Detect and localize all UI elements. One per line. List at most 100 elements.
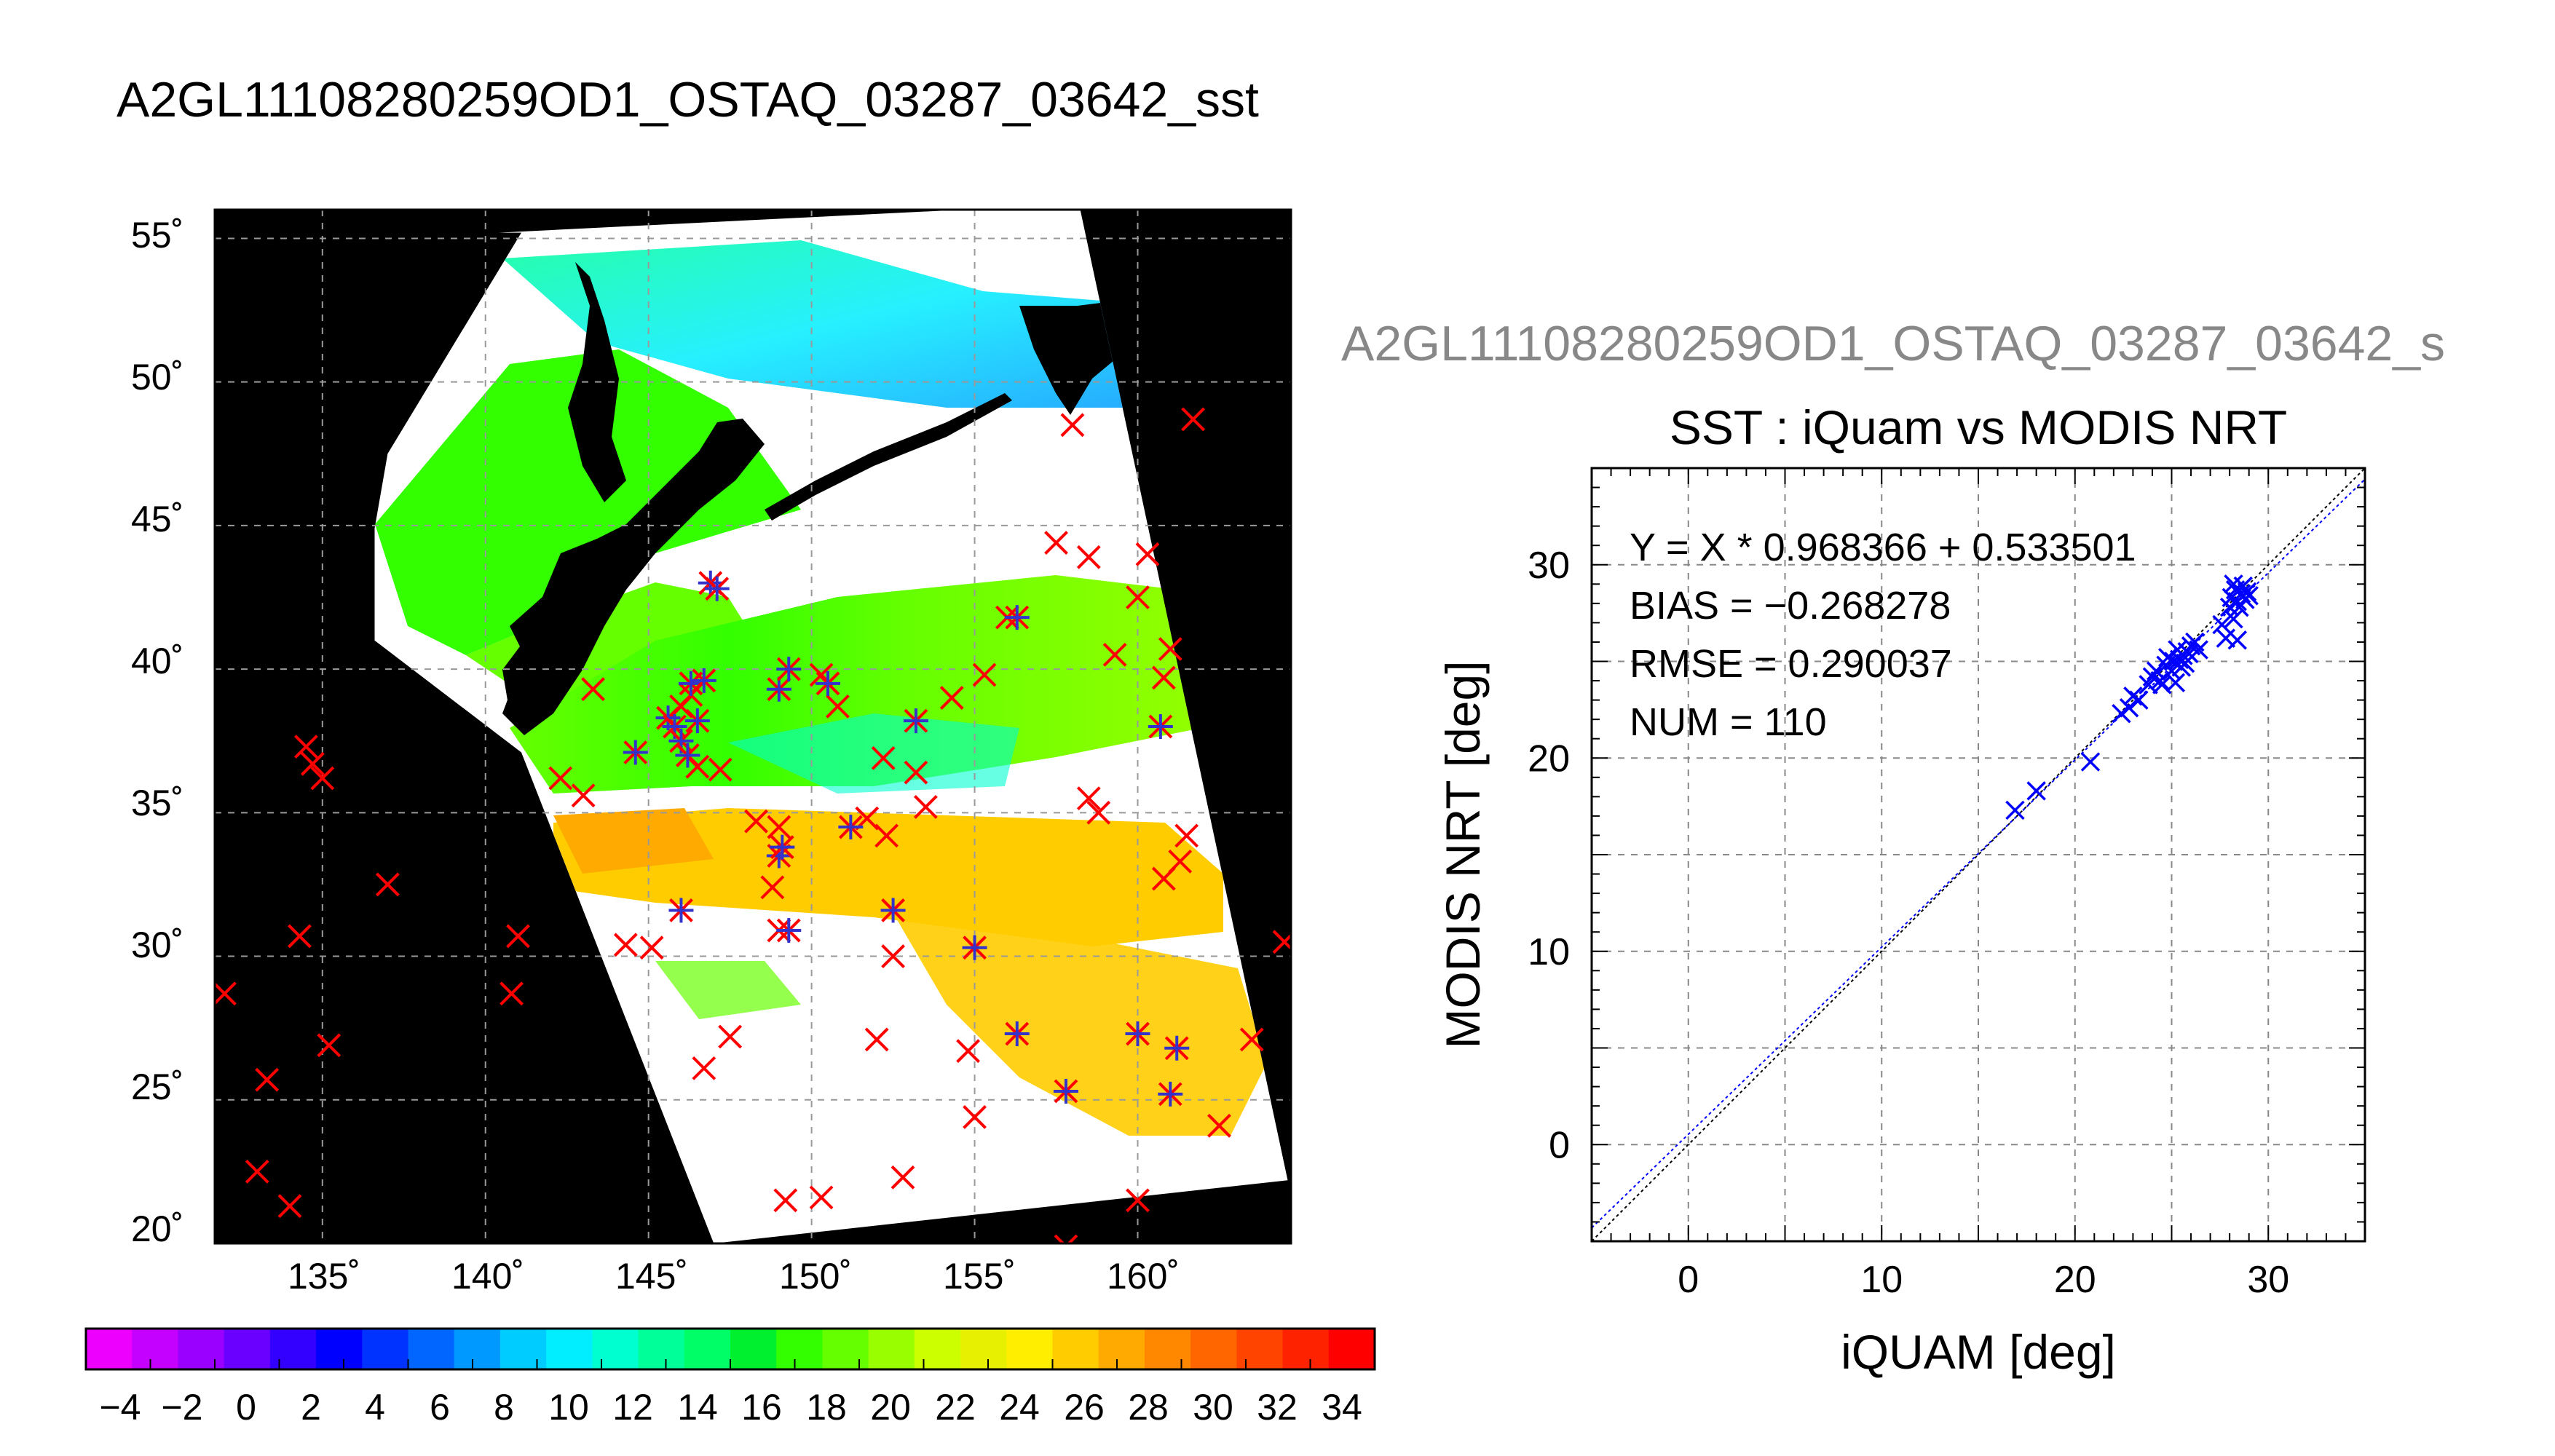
marker-stroke	[1174, 823, 1199, 848]
iquam-point-marker	[1076, 545, 1101, 569]
colorbar-tick-label: 20	[870, 1387, 911, 1428]
matchup-point-marker	[1004, 1021, 1030, 1047]
matchup-point-marker	[691, 668, 716, 693]
iquam-point-marker	[692, 1056, 716, 1080]
scatter-point	[2150, 670, 2170, 691]
colorbar-swatch	[362, 1329, 409, 1369]
marker-stroke	[506, 924, 530, 949]
lon-axis-labels: 135˚ 140˚ 145˚ 150˚ 155˚ 160˚	[288, 1256, 1180, 1297]
marker-stroke	[1126, 585, 1150, 609]
marker-stroke	[255, 1067, 280, 1092]
colorbar-tick-label: 18	[806, 1387, 847, 1428]
scatter-point	[2239, 585, 2259, 606]
matchup-point-marker	[776, 657, 802, 682]
marker-stroke	[767, 815, 791, 839]
rmse-value: RMSE = 0.290037	[1630, 642, 1952, 686]
colorbar-tick-label: 8	[494, 1387, 514, 1428]
regression-equation: Y = X * 0.968366 + 0.533501	[1630, 526, 2136, 569]
colorbar-tick-label: 14	[677, 1387, 718, 1428]
sst-colorbar: −4 −2 0 2 4 6 8 10 12 14 16 18 20 22 24 …	[84, 1327, 1376, 1428]
iquam-point-marker	[1272, 930, 1291, 954]
lon-label: 140˚	[451, 1256, 524, 1297]
marker-stroke	[2239, 585, 2259, 606]
scatter-point	[2237, 582, 2257, 602]
marker-stroke	[904, 760, 928, 785]
colorbar-swatch	[684, 1329, 731, 1369]
colorbar-swatch	[960, 1329, 1007, 1369]
scatter-point	[2212, 614, 2232, 635]
marker-stroke	[2227, 630, 2248, 650]
scatter-point	[2026, 781, 2046, 801]
marker-stroke	[2165, 673, 2186, 692]
marker-stroke	[826, 694, 850, 719]
marker-stroke	[1126, 1188, 1150, 1213]
sst-mid-band	[510, 575, 1238, 794]
marker-stroke	[2005, 800, 2025, 820]
matchup-point-marker	[962, 935, 987, 960]
marker-stroke	[1239, 1027, 1264, 1052]
marker-stroke	[773, 1188, 798, 1213]
marker-stroke	[692, 1056, 716, 1080]
iquam-point-marker	[1054, 1234, 1078, 1243]
matchup-point-marker	[816, 670, 841, 696]
colorbar-ticks	[85, 1359, 1375, 1369]
scatter-point	[2179, 644, 2199, 664]
scatter-plot-title: SST : iQuam vs MODIS NRT	[1670, 400, 2287, 454]
iquam-point-marker	[293, 735, 318, 759]
colorbar-swatch	[1052, 1329, 1099, 1369]
lat-label: 30˚	[131, 925, 183, 965]
marker-stroke	[1151, 665, 1176, 690]
colorbar-swatch	[1282, 1329, 1330, 1369]
iquam-point-marker	[1086, 800, 1111, 825]
marker-stroke	[571, 783, 596, 808]
marker-stroke	[2080, 752, 2101, 772]
iquam-point-marker	[956, 1039, 981, 1064]
scatter-point	[2231, 584, 2251, 604]
marker-stroke	[881, 944, 906, 968]
marker-stroke	[499, 981, 524, 1006]
colorbar-swatch	[499, 1329, 547, 1369]
iquam-point-marker	[1151, 665, 1176, 690]
marker-stroke	[2216, 628, 2236, 648]
scatter-point	[2216, 628, 2236, 648]
sst-map: 55˚ 50˚ 45˚ 40˚ 35˚ 30˚ 25˚ 20˚ 135˚ 140…	[131, 208, 1292, 1297]
iquam-point-marker	[744, 809, 768, 834]
colorbar-tick-label: 4	[365, 1387, 385, 1428]
marker-stroke	[300, 751, 325, 776]
iquam-point-marker	[613, 933, 638, 957]
marker-stroke	[581, 677, 605, 702]
marker-stroke	[1076, 786, 1101, 811]
sst-south-green-strip	[655, 961, 801, 1019]
marker-stroke	[718, 1024, 743, 1049]
iquam-point-marker	[277, 1194, 302, 1219]
matchup-point-marker	[770, 834, 795, 860]
marker-stroke	[2231, 584, 2251, 604]
colorbar-swatch	[1236, 1329, 1284, 1369]
marker-stroke	[2189, 640, 2208, 660]
marker-stroke	[864, 1027, 889, 1052]
matchup-point-marker	[684, 708, 710, 734]
marker-stroke	[317, 1033, 341, 1058]
land-honshu-hokkaido	[502, 419, 765, 735]
sst-west-green-region	[375, 349, 801, 655]
marker-stroke	[1044, 531, 1068, 555]
iquam-point-marker	[1126, 1188, 1150, 1213]
iquam-point-marker	[1207, 1113, 1231, 1138]
colorbar-tick-label: 22	[935, 1387, 976, 1428]
marker-stroke	[288, 924, 312, 949]
iquam-point-marker	[310, 766, 335, 791]
colorbar-tick-label: 24	[999, 1387, 1040, 1428]
colorbar-swatch	[408, 1329, 455, 1369]
colorbar-swatch	[224, 1329, 271, 1369]
marker-stroke	[760, 875, 785, 900]
marker-stroke	[891, 1165, 915, 1190]
marker-stroke	[2163, 652, 2184, 671]
matchup-point-marker	[1158, 1081, 1183, 1107]
marker-stroke	[939, 686, 964, 710]
iquam-point-marker	[1102, 642, 1127, 667]
marker-stroke	[913, 795, 938, 819]
iquam-point-marker	[1126, 585, 1150, 609]
scatter-fit-lines	[1592, 468, 2365, 1241]
scatter-point	[2080, 752, 2101, 772]
scatter-point	[2147, 661, 2166, 681]
